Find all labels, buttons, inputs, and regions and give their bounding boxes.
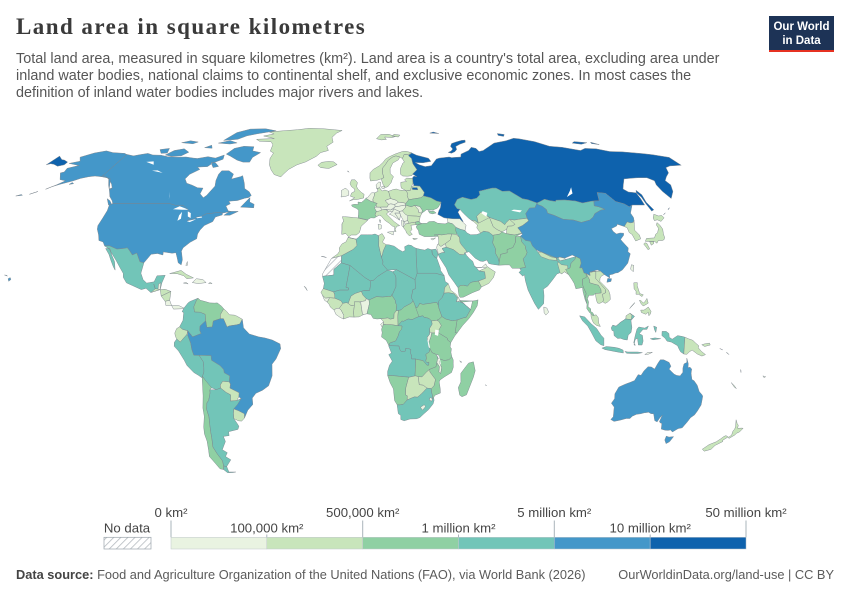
svg-text:50 million km²: 50 million km² [705, 505, 787, 520]
svg-text:100,000 km²: 100,000 km² [230, 521, 304, 536]
svg-text:No data: No data [104, 521, 151, 536]
svg-text:5 million km²: 5 million km² [517, 505, 592, 520]
svg-text:0 km²: 0 km² [155, 505, 189, 520]
svg-text:10 million km²: 10 million km² [610, 521, 692, 536]
svg-text:1 million km²: 1 million km² [421, 521, 496, 536]
svg-text:500,000 km²: 500,000 km² [326, 505, 400, 520]
